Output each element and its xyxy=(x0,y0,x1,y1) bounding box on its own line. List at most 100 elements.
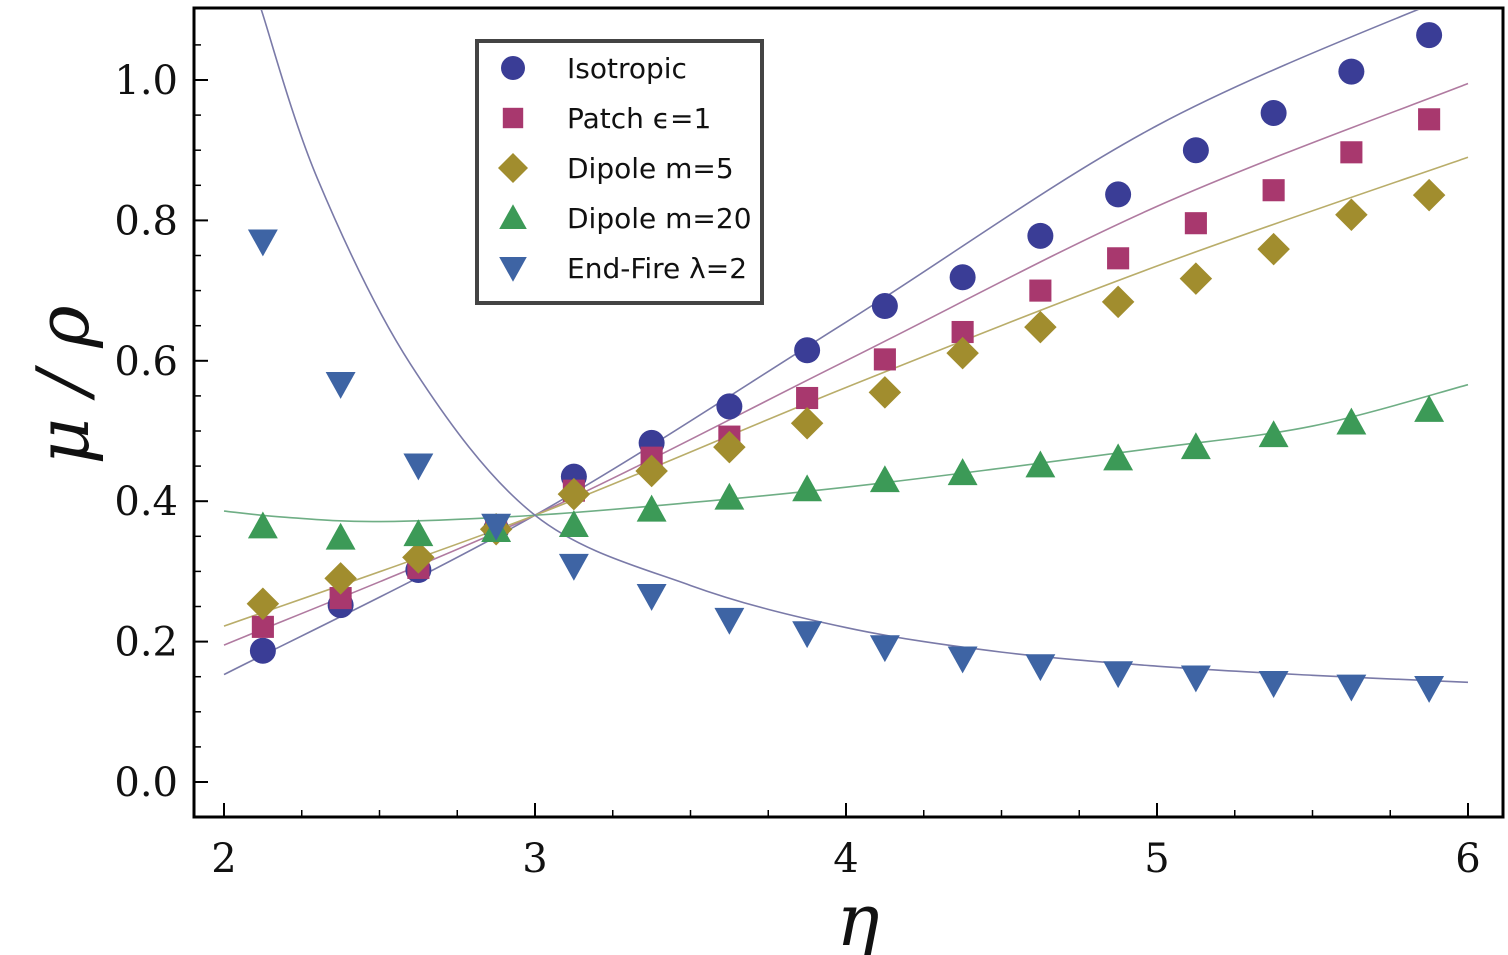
data-point-diamond xyxy=(1412,178,1446,212)
x-tick-label: 2 xyxy=(211,836,236,882)
data-point-triangle-down xyxy=(1258,671,1289,698)
data-point-triangle-up xyxy=(1336,407,1367,435)
data-point-triangle-down xyxy=(558,553,589,581)
data-point-triangle-up xyxy=(792,474,823,502)
data-point-circle xyxy=(1105,181,1132,208)
data-point-square xyxy=(1262,179,1285,202)
x-tick-label: 4 xyxy=(833,836,858,882)
data-point-diamond xyxy=(246,587,280,620)
y-tick-label: 0.8 xyxy=(114,198,178,244)
data-point-triangle-down xyxy=(403,453,434,481)
data-point-triangle-up xyxy=(947,458,978,486)
tick-labels: 2 3 4 5 6 0.0 0.2 0.4 0.6 0.8 1.0 xyxy=(114,58,1480,882)
data-point-triangle-up xyxy=(247,511,278,539)
fit-curve-1 xyxy=(223,10,1419,676)
data-point-triangle-up xyxy=(1025,450,1056,478)
data-point-triangle-down xyxy=(947,646,978,674)
data-point-diamond xyxy=(946,336,979,370)
legend: Isotropic Patch ϵ=1 Dipole m=5 Dipole m=20 E… xyxy=(475,39,764,305)
data-point-triangle-down xyxy=(869,635,900,663)
data-point-circle xyxy=(794,337,821,364)
y-tick-label: 0.6 xyxy=(114,339,178,385)
data-point-diamond xyxy=(868,376,902,409)
data-point-triangle-down xyxy=(1025,654,1056,682)
data-point-square xyxy=(1107,247,1130,270)
data-point-triangle-down xyxy=(247,229,278,257)
data-point-diamond xyxy=(1335,198,1368,232)
data-point-square xyxy=(951,320,974,344)
legend-marker-square xyxy=(502,107,524,129)
y-tick-label: 0.0 xyxy=(114,760,178,806)
x-tick-label: 5 xyxy=(1144,836,1169,882)
data-point-triangle-up xyxy=(403,519,434,547)
data-point-square xyxy=(1184,212,1207,235)
legend-marker-triangle-up xyxy=(499,204,527,230)
data-point-diamond xyxy=(713,430,746,464)
data-point-triangle-down xyxy=(714,607,745,635)
y-tick-label: 0.2 xyxy=(114,620,178,666)
legend-marker-triangle-down xyxy=(499,256,527,282)
data-point-triangle-down xyxy=(636,584,667,611)
data-point-triangle-down xyxy=(1336,674,1367,702)
y-tick-label: 0.4 xyxy=(114,479,178,525)
data-point-diamond xyxy=(402,541,435,574)
data-point-triangle-up xyxy=(869,465,900,493)
legend-label: Dipole m=20 xyxy=(567,202,752,235)
legend-label: End-Fire λ=2 xyxy=(567,252,747,285)
legend-label: Dipole m=5 xyxy=(567,152,734,185)
data-point-triangle-up xyxy=(1103,443,1134,471)
data-point-square xyxy=(873,348,896,371)
data-point-triangle-down xyxy=(481,513,512,541)
data-point-triangle-up xyxy=(1258,420,1289,448)
data-point-triangle-down xyxy=(1180,665,1211,693)
plot-frame xyxy=(192,6,1505,819)
data-point-triangle-down xyxy=(792,621,823,649)
x-axis-title: η xyxy=(836,878,879,955)
data-point-circle xyxy=(1338,58,1365,85)
data-point-circle xyxy=(1182,137,1209,164)
data-point-square xyxy=(1340,141,1363,164)
data-point-square xyxy=(329,587,352,610)
data-point-square xyxy=(1418,108,1441,131)
x-tick-label: 6 xyxy=(1455,836,1480,882)
legend-label: Isotropic xyxy=(567,52,687,85)
data-point-triangle-up xyxy=(1414,394,1445,422)
data-point-diamond xyxy=(1257,232,1290,266)
data-point-circle xyxy=(1027,222,1054,249)
data-point-circle xyxy=(1260,99,1287,126)
fit-curve-5 xyxy=(260,10,1469,684)
data-point-triangle-down xyxy=(1103,661,1134,689)
data-point-circle xyxy=(949,264,976,291)
data-point-diamond xyxy=(790,407,824,440)
data-point-triangle-up xyxy=(558,510,589,538)
data-point-circle xyxy=(249,637,276,664)
data-point-triangle-up xyxy=(714,482,745,510)
data-point-triangle-down xyxy=(1414,675,1445,703)
axis-ticks xyxy=(194,44,1469,817)
data-point-diamond xyxy=(1101,285,1135,319)
data-point-diamond xyxy=(635,454,668,488)
legend-marker-diamond xyxy=(498,153,528,183)
data-point-square xyxy=(251,615,274,638)
data-point-square xyxy=(1029,279,1052,302)
data-point-diamond xyxy=(557,477,591,511)
data-point-diamond xyxy=(324,562,357,595)
data-point-diamond xyxy=(1024,310,1057,344)
data-point-circle xyxy=(871,293,898,320)
legend-marker-circle xyxy=(501,56,525,80)
data-point-circle xyxy=(1416,22,1443,49)
data-markers xyxy=(246,22,1446,703)
data-point-circle xyxy=(716,393,743,420)
y-tick-label: 1.0 xyxy=(114,58,178,104)
data-point-square xyxy=(796,386,819,410)
data-point-triangle-up xyxy=(636,494,667,522)
fit-curve-4 xyxy=(223,383,1469,523)
x-tick-label: 3 xyxy=(522,836,547,882)
data-point-diamond xyxy=(1179,262,1213,295)
data-point-triangle-up xyxy=(325,522,356,550)
legend-label: Patch ϵ=1 xyxy=(567,102,711,135)
data-point-triangle-down xyxy=(325,372,356,399)
y-axis-title: μ / ρ xyxy=(21,305,105,464)
data-point-triangle-up xyxy=(1180,432,1211,460)
